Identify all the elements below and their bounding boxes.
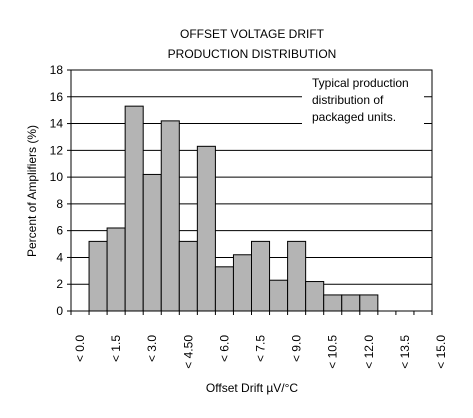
x-tick-label-10: < 15.0 xyxy=(434,335,448,369)
chart-title-line-1: OFFSET VOLTAGE DRIFT xyxy=(180,27,325,41)
bar-7 xyxy=(214,266,234,312)
y-tick-label-16: 16 xyxy=(50,90,64,104)
y-tick-label-14: 14 xyxy=(50,117,64,131)
x-tick-label-2: < 3.0 xyxy=(145,335,159,362)
x-tick-label-5: < 7.5 xyxy=(254,335,268,362)
x-tick-label-9: < 13.5 xyxy=(398,335,412,369)
y-tick-label-2: 2 xyxy=(56,277,63,291)
bars xyxy=(88,105,379,312)
y-tick-label-6: 6 xyxy=(56,224,63,238)
bar-13 xyxy=(323,294,343,312)
x-tick-label-0: < 0.0 xyxy=(73,335,87,362)
y-axis-ticks: 0 2 4 6 8 10 12 14 16 18 xyxy=(50,63,71,318)
bar-15 xyxy=(359,294,379,312)
y-axis-label: Percent of Amplifiers (%) xyxy=(25,125,39,257)
y-tick-label-18: 18 xyxy=(50,63,64,77)
y-tick-label-10: 10 xyxy=(50,170,64,184)
chart-title: OFFSET VOLTAGE DRIFT PRODUCTION DISTRIBU… xyxy=(168,27,337,61)
y-tick-label-12: 12 xyxy=(50,143,64,157)
bar-11 xyxy=(287,240,307,312)
chart-title-line-2: PRODUCTION DISTRIBUTION xyxy=(168,47,337,61)
chart-annotation: Typical production distribution of packa… xyxy=(302,72,424,127)
annotation-box xyxy=(302,72,424,127)
bar-6 xyxy=(196,145,216,312)
y-tick-label-0: 0 xyxy=(56,304,63,318)
bar-3 xyxy=(142,173,162,312)
x-tick-label-7: < 10.5 xyxy=(326,335,340,369)
x-tick-label-8: < 12.0 xyxy=(362,335,376,369)
annotation-line-3: packaged units. xyxy=(312,110,396,124)
x-tick-label-3: < 4.50 xyxy=(181,335,195,369)
bar-10 xyxy=(269,279,289,312)
x-tick-label-6: < 9.0 xyxy=(290,335,304,362)
annotation-line-2: distribution of xyxy=(312,93,384,107)
x-axis-ticks: < 0.0 < 1.5 < 3.0 < 4.50 < 6.0 < 7.5 < 9.0 < 10… xyxy=(70,311,448,369)
y-tick-label-8: 8 xyxy=(56,197,63,211)
bar-2 xyxy=(124,105,144,312)
x-tick-label-4: < 6.0 xyxy=(217,335,231,362)
bar-4 xyxy=(160,120,180,312)
bar-8 xyxy=(232,254,252,312)
bar-14 xyxy=(341,294,361,312)
bar-9 xyxy=(251,240,271,312)
bar-12 xyxy=(305,281,325,312)
y-tick-label-4: 4 xyxy=(56,250,63,264)
x-axis-label: Offset Drift µV/°C xyxy=(206,381,299,395)
x-tick-label-1: < 1.5 xyxy=(109,335,123,362)
bar-5 xyxy=(178,240,198,312)
bar-1 xyxy=(106,227,126,312)
bar-0 xyxy=(88,240,108,312)
annotation-line-1: Typical production xyxy=(312,76,409,90)
